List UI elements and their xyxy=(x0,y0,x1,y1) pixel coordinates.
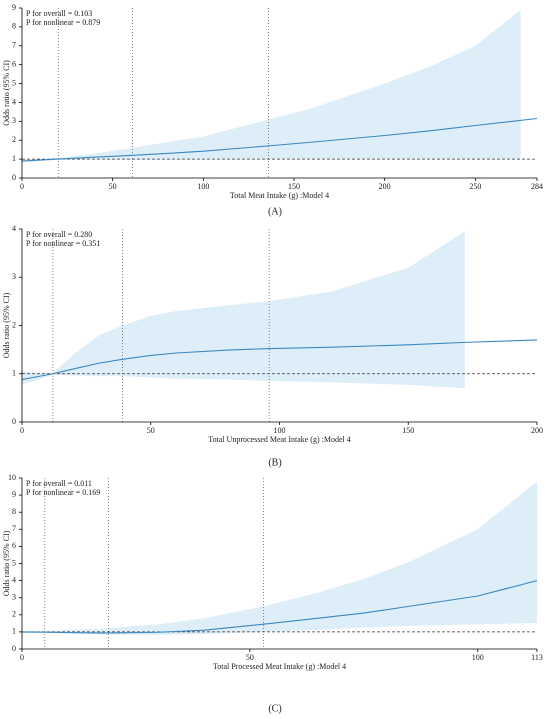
panel-label: (A) xyxy=(268,206,282,217)
y-tick-label: 7 xyxy=(12,524,16,533)
y-tick-label: 6 xyxy=(12,541,16,550)
x-tick-label: 0 xyxy=(20,182,24,191)
y-tick-label: 7 xyxy=(12,41,16,50)
panel-label: (B) xyxy=(268,457,281,468)
x-tick-label: 50 xyxy=(246,653,254,662)
annotation: P for nonlinear = 0.169 xyxy=(26,488,100,497)
y-tick-label: 8 xyxy=(12,22,16,31)
y-tick-label: 4 xyxy=(12,575,16,584)
y-tick-label: 3 xyxy=(12,116,16,125)
y-tick-label: 10 xyxy=(8,473,16,482)
annotation: P for overall = 0.280 xyxy=(26,230,92,239)
y-tick-label: 2 xyxy=(12,610,16,619)
y-tick-label: 6 xyxy=(12,59,16,68)
annotation: P for nonlinear = 0.879 xyxy=(26,18,100,27)
panel: 0 1 2 3 4 5 6 7 8 9 0 50 100 150 200 250 284 Total Meat I… xyxy=(2,3,543,217)
x-axis-label: Total Unprocessed Meat Intake (g) :Model… xyxy=(208,435,351,444)
x-tick-label: 0 xyxy=(20,653,24,662)
odds-ratio-line xyxy=(21,117,538,162)
annotation: P for overall = 0.103 xyxy=(26,9,92,18)
x-tick-label: 100 xyxy=(472,653,484,662)
x-tick-label: 150 xyxy=(288,182,300,191)
x-tick-label: 250 xyxy=(469,182,481,191)
y-tick-label: 1 xyxy=(12,369,16,378)
x-tick-label: 0 xyxy=(20,426,24,435)
x-tick-label: 100 xyxy=(274,426,286,435)
annotation: P for nonlinear = 0.351 xyxy=(26,239,100,248)
y-tick-label: 9 xyxy=(12,3,16,12)
x-tick-label: 100 xyxy=(197,182,209,191)
y-tick-label: 1 xyxy=(12,627,16,636)
x-axis-label: Total Processed Meat Intake (g) :Model 4 xyxy=(213,662,346,671)
panel-label: (C) xyxy=(268,703,281,714)
y-tick-label: 1 xyxy=(12,154,16,163)
x-tick-label: 50 xyxy=(147,426,155,435)
y-tick-label: 2 xyxy=(12,320,16,329)
x-tick-label: 284 xyxy=(531,182,543,191)
y-tick-label: 0 xyxy=(12,173,16,182)
confidence-band xyxy=(22,231,465,389)
y-tick-label: 9 xyxy=(12,490,16,499)
confidence-band xyxy=(22,481,537,635)
y-axis-label: Odds ratio (95% CI) xyxy=(2,292,11,358)
x-tick-label: 200 xyxy=(379,182,391,191)
x-axis-label: Total Meat Intake (g) :Model 4 xyxy=(230,191,329,200)
odds-ratio-line xyxy=(21,339,538,381)
y-tick-label: 2 xyxy=(12,135,16,144)
x-tick-label: 150 xyxy=(402,426,414,435)
x-tick-label: 50 xyxy=(109,182,117,191)
y-tick-label: 0 xyxy=(12,644,16,653)
y-tick-label: 8 xyxy=(12,507,16,516)
annotation: P for overall = 0.011 xyxy=(26,479,92,488)
y-tick-label: 3 xyxy=(12,593,16,602)
confidence-band xyxy=(22,9,521,163)
odds-ratio-line xyxy=(21,580,538,634)
y-tick-label: 3 xyxy=(12,272,16,281)
x-tick-label: 200 xyxy=(531,426,543,435)
y-tick-label: 5 xyxy=(12,558,16,567)
y-tick-label: 4 xyxy=(12,224,16,233)
y-tick-label: 4 xyxy=(12,97,16,106)
y-axis-label: Odds ratio (95% CI) xyxy=(2,60,11,126)
panel: 0 1 2 3 4 0 50 100 150 200 Total Unprocessed Meat … xyxy=(2,224,543,468)
y-tick-label: 5 xyxy=(12,78,16,87)
y-tick-label: 0 xyxy=(12,417,16,426)
y-axis-label: Odds ratio (95% CI) xyxy=(2,530,11,596)
x-tick-label: 113 xyxy=(531,653,543,662)
